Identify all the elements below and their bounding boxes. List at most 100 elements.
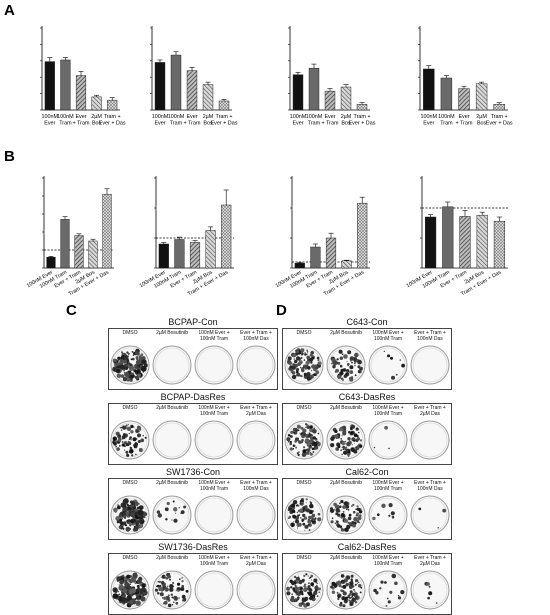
plate-column-header: 100nM Ever + 100nM Tram (198, 405, 230, 417)
culture-plate (110, 345, 150, 385)
culture-plate (284, 345, 324, 385)
plate-column-header: 100nM Ever + 100nM Tram (198, 480, 230, 492)
bar (174, 239, 185, 269)
plate-panel-frame: DMSO 2µM Bosutinib 100nM Ever + 100nM Tram… (282, 328, 452, 390)
bar (340, 86, 352, 111)
bar (91, 96, 102, 111)
plate-panel: SW1736-Con DMSO 2µM Bosutinib 100nM Ever + … (108, 467, 278, 540)
plate-column-header: 100nM Ever + 100nM Tram (198, 555, 230, 567)
culture-plate (368, 345, 408, 385)
bar (292, 74, 304, 111)
culture-plate (236, 570, 276, 610)
plate-column-header: Ever + Tram + 100nM Das (240, 330, 272, 342)
category-label: Tram + Ever + Das (486, 114, 513, 127)
plate-column-header: Ever + Tram + 100nM Das (414, 330, 446, 342)
plate-panel-title: BCPAP-DasRes (160, 392, 226, 402)
bar (459, 216, 471, 269)
bar (458, 88, 470, 111)
category-label: 2µM Bos (91, 114, 102, 127)
category-label: Ever + Tram (73, 114, 90, 127)
culture-plate (368, 495, 408, 535)
plate-column-header: 100nM Ever + 100nM Tram (372, 555, 404, 567)
bar (218, 100, 230, 111)
culture-plate (152, 345, 192, 385)
bar (294, 262, 305, 269)
plate-panel: C643-DasRes DMSO 2µM Bosutinib 100nM Ever +… (282, 392, 452, 465)
category-label: 100nM Ever (42, 114, 59, 127)
plate-panel: BCPAP-DasRes DMSO 2µM Bosutinib 100nM Ever … (108, 392, 278, 465)
plate-panel-frame: DMSO 2µM Bosutinib 100nM Ever + 100nM Tram… (108, 478, 278, 540)
bar (221, 204, 232, 269)
bar (442, 206, 454, 269)
plate-panel-title: SW1736-DasRes (158, 542, 228, 552)
plate-column-header: Ever + Tram + 100nM Das (240, 480, 272, 492)
culture-plate (326, 570, 366, 610)
culture-plate (326, 420, 366, 460)
plate-panel-title: Cal62-Con (345, 467, 389, 477)
plate-column-header: Ever + Tram + 2µM Das (240, 405, 272, 417)
culture-plate (110, 495, 150, 535)
plate-panel: SW1736-DasRes DMSO 2µM Bosutinib 100nM Ever… (108, 542, 278, 615)
bar (308, 67, 320, 111)
plate-column-header: DMSO (122, 330, 138, 336)
plate-column-header: DMSO (296, 330, 312, 336)
bar (325, 237, 337, 269)
culture-plate (410, 420, 450, 460)
bar (425, 216, 437, 269)
bar (423, 68, 435, 111)
category-label: Tram + Ever + Das (211, 114, 238, 127)
bar (107, 99, 118, 111)
plate-panel: BCPAP-Con DMSO 2µM Bosutinib 100nM Ever + 1… (108, 317, 278, 390)
bar (440, 77, 453, 111)
panel-letter-a: A (4, 2, 15, 19)
bar (170, 54, 182, 111)
culture-plate (236, 420, 276, 460)
bar (60, 219, 70, 269)
plate-panel-frame: DMSO 2µM Bosutinib 100nM Ever + 100nM Tram… (108, 328, 278, 390)
culture-plate (326, 345, 366, 385)
culture-plate (194, 345, 234, 385)
bar (475, 83, 488, 111)
plate-panel-frame: DMSO 2µM Bosutinib 100nM Ever + 100nM Tram… (282, 403, 452, 465)
bar (493, 104, 505, 111)
plate-panel: C643-Con DMSO 2µM Bosutinib 100nM Ever + 10… (282, 317, 452, 390)
culture-plate (110, 570, 150, 610)
panel-letter-b: B (4, 148, 15, 165)
plate-panel: Cal62-Con DMSO 2µM Bosutinib 100nM Ever + 1… (282, 467, 452, 540)
plate-column-header: 100nM Ever + 100nM Tram (372, 405, 404, 417)
culture-plate (194, 570, 234, 610)
plate-column-header: Ever + Tram + 100nM Das (414, 480, 446, 492)
bar (102, 193, 112, 269)
category-label: 100nM Ever (421, 114, 438, 127)
bar (205, 230, 216, 269)
bar (154, 62, 166, 111)
plate-column-header: DMSO (296, 405, 312, 411)
bar (310, 246, 321, 269)
plate-column-header: 2µM Bosutinib (330, 480, 362, 486)
bar (46, 256, 56, 269)
culture-plate (194, 495, 234, 535)
category-label: 100nM Tram (306, 114, 323, 127)
category-label: 100nM Tram (57, 114, 74, 127)
panel-letter-d: D (276, 302, 287, 319)
plate-column-header: Ever + Tram + 2µM Das (240, 555, 272, 567)
bar (74, 235, 84, 269)
plate-column-header: 2µM Bosutinib (156, 405, 188, 411)
culture-plate (284, 495, 324, 535)
bar (186, 70, 198, 111)
culture-plate (326, 495, 366, 535)
panel-letter-c: C (66, 302, 77, 319)
category-label: Tram + Ever + Das (349, 114, 376, 127)
plate-panel-title: C643-Con (346, 317, 388, 327)
category-label: Ever + Tram (456, 114, 473, 127)
category-label: Ever + Tram (184, 114, 201, 127)
bar (88, 240, 98, 269)
bar (158, 243, 169, 269)
plate-column-header: 2µM Bosutinib (330, 555, 362, 561)
plate-panel-title: Cal62-DasRes (337, 542, 397, 552)
plate-column-header: DMSO (296, 555, 312, 561)
culture-plate (284, 420, 324, 460)
culture-plate (236, 345, 276, 385)
plate-panel-frame: DMSO 2µM Bosutinib 100nM Ever + 100nM Tram… (282, 478, 452, 540)
